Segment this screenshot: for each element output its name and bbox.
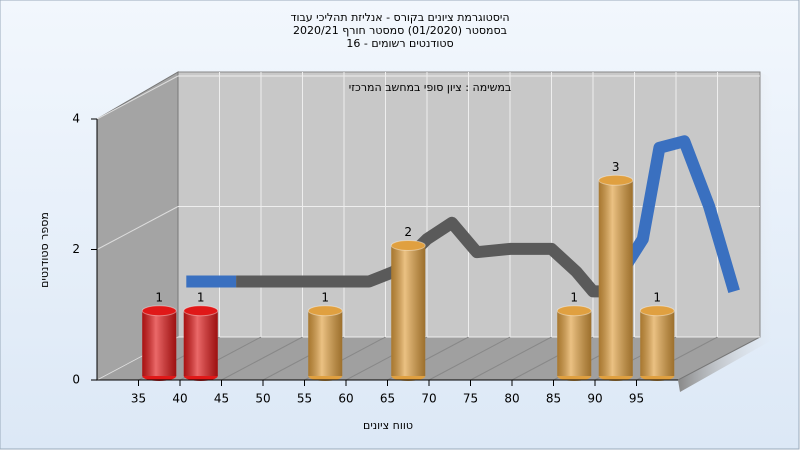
bar-shade bbox=[142, 310, 177, 376]
data-label: 1 bbox=[653, 290, 661, 304]
bar-shade bbox=[557, 310, 592, 376]
bar-shade bbox=[183, 310, 218, 376]
data-label: 1 bbox=[155, 290, 163, 304]
bar-shade bbox=[308, 310, 343, 376]
data-label: 1 bbox=[321, 290, 329, 304]
grid-line bbox=[428, 336, 511, 381]
bar-shade bbox=[598, 180, 633, 376]
annotation: במשימה : ציון סופי במחשב המרכזי bbox=[349, 81, 512, 94]
x-tick-label: 75 bbox=[463, 392, 478, 406]
x-tick-label: 35 bbox=[131, 392, 146, 406]
chart-title: היסטוגרמת ציונים בקורס - אנליזת תהליכי ע… bbox=[290, 11, 509, 24]
y-axis-label: מספר סטודנטים bbox=[38, 212, 51, 288]
curve bbox=[604, 135, 740, 295]
x-tick-label: 60 bbox=[338, 392, 353, 406]
grid-line bbox=[221, 336, 303, 381]
bar-shade bbox=[640, 310, 675, 376]
curve bbox=[236, 216, 610, 298]
x-tick-label: 50 bbox=[255, 392, 270, 406]
data-label: 3 bbox=[612, 160, 620, 174]
x-tick-label: 95 bbox=[629, 392, 644, 406]
bar-top bbox=[141, 305, 177, 317]
grid-line bbox=[96, 75, 179, 120]
x-tick-label: 45 bbox=[214, 392, 229, 406]
bar-top bbox=[598, 174, 634, 186]
bar-top bbox=[556, 305, 592, 317]
y-tick-label: 2 bbox=[72, 242, 80, 256]
x-tick-label: 70 bbox=[421, 392, 436, 406]
data-label: 2 bbox=[404, 225, 412, 239]
x-tick-label: 90 bbox=[587, 392, 602, 406]
bar-top bbox=[183, 305, 219, 317]
x-tick-label: 65 bbox=[380, 392, 395, 406]
bar-top bbox=[390, 240, 426, 251]
grid-line bbox=[96, 206, 179, 250]
grid-line bbox=[470, 336, 552, 381]
data-label: 1 bbox=[197, 290, 205, 304]
y-tick-label: 0 bbox=[72, 373, 80, 387]
x-tick-label: 40 bbox=[172, 392, 187, 406]
bar-shade bbox=[391, 245, 426, 376]
x-tick-label: 55 bbox=[297, 392, 312, 406]
shadow bbox=[678, 72, 772, 392]
bar-top bbox=[307, 305, 343, 317]
y-tick-label: 4 bbox=[72, 112, 80, 126]
x-tick-label: 85 bbox=[546, 392, 561, 406]
data-label: 1 bbox=[570, 290, 578, 304]
bar-top bbox=[639, 305, 675, 317]
chart-subtitle: סטודנטים רשומים - 16 bbox=[346, 37, 453, 50]
x-axis-label: טווח ציונים bbox=[363, 419, 413, 432]
x-tick-label: 80 bbox=[504, 392, 519, 406]
chart-subtitle: בסמסטר (01/2020) סמסטר חורף 2020/21 bbox=[293, 24, 507, 37]
